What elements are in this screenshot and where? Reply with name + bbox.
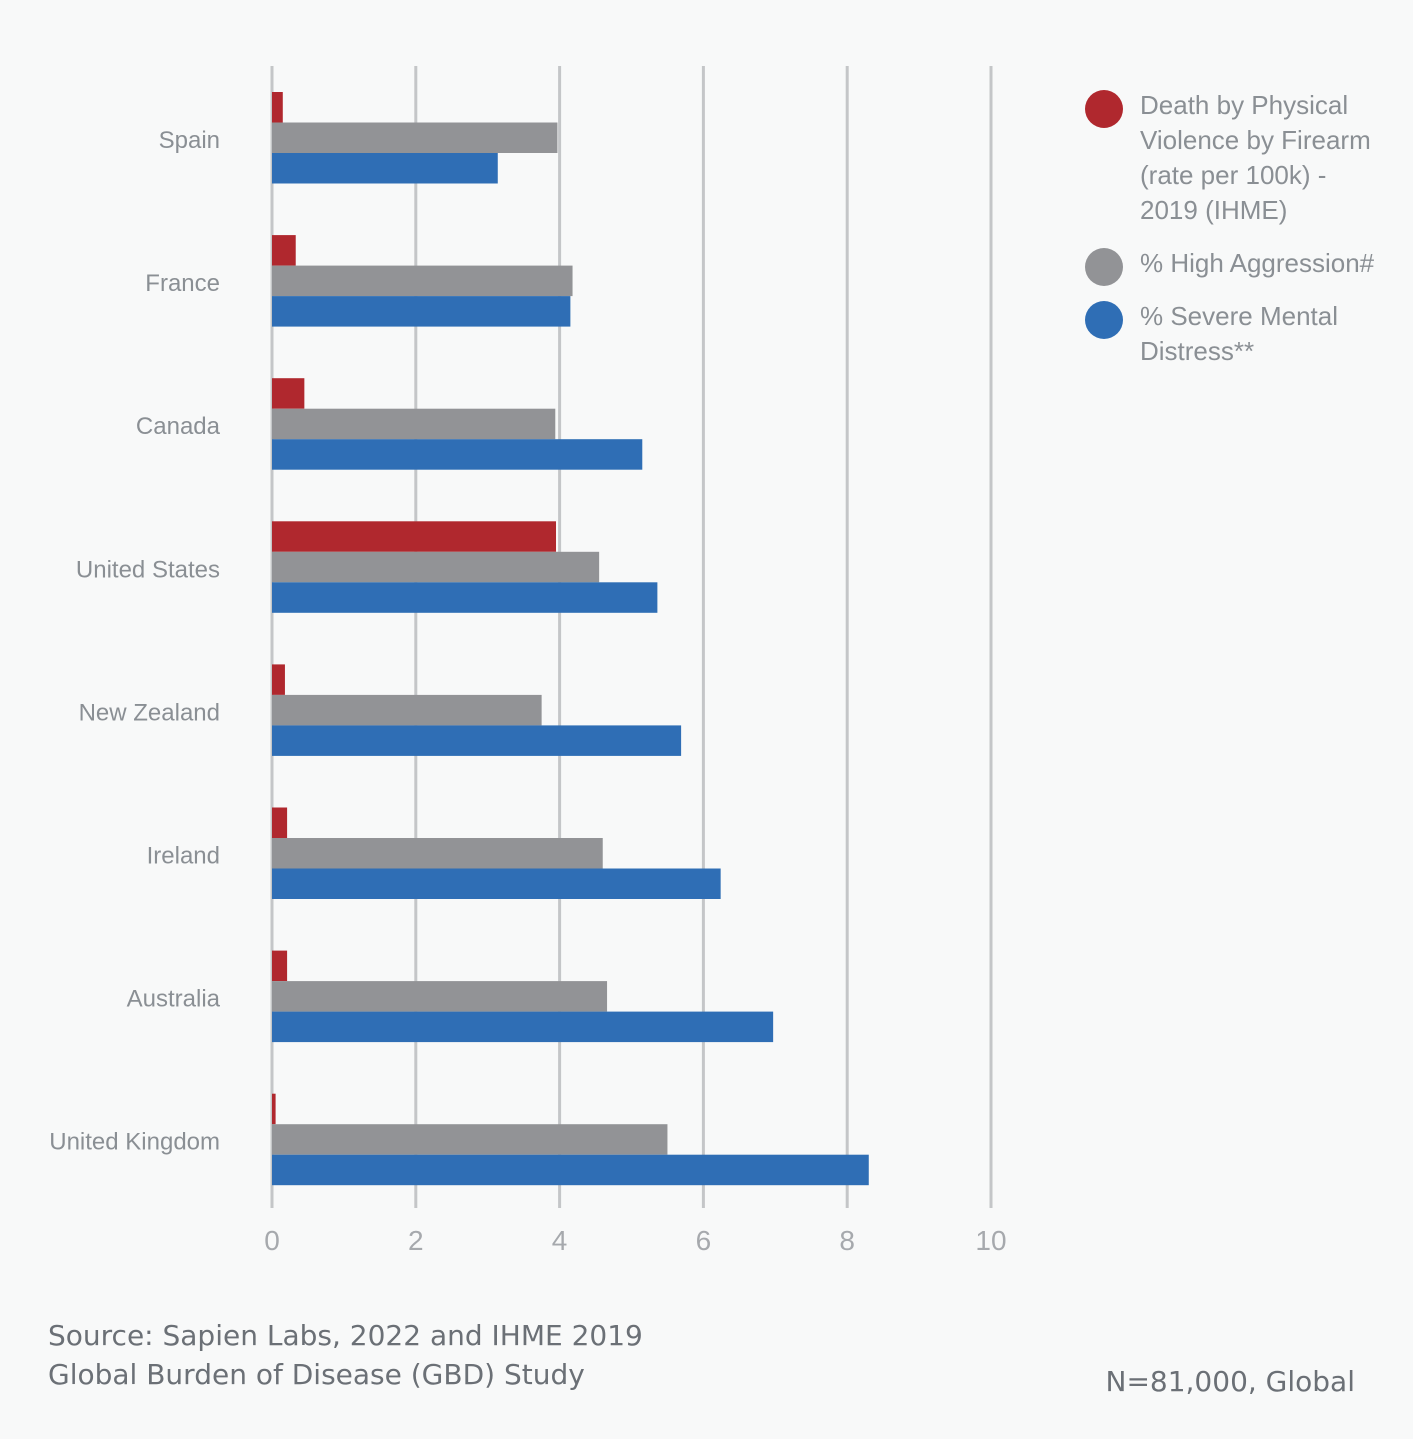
bar: [272, 235, 296, 266]
x-tick-label: 6: [696, 1225, 712, 1256]
bar: [272, 92, 283, 123]
legend-label: (rate per 100k) -: [1140, 160, 1327, 190]
category-label: United States: [76, 556, 220, 583]
legend-label: % Severe Mental: [1140, 301, 1338, 331]
bar: [272, 439, 643, 470]
bar: [272, 981, 608, 1012]
bar: [272, 868, 721, 899]
legend-label: 2019 (IHME): [1140, 195, 1288, 225]
legend-swatch: [1085, 248, 1123, 286]
bar: [272, 694, 542, 726]
bar: [272, 725, 682, 756]
x-tick-label: 2: [408, 1225, 424, 1256]
legend-label: Violence by Firearm: [1140, 125, 1371, 155]
sample-size-note: N=81,000, Global: [1105, 1365, 1356, 1398]
legend-swatch: [1085, 90, 1123, 128]
x-tick-label: 8: [839, 1225, 855, 1256]
bar: [272, 807, 288, 838]
category-label: Australia: [127, 986, 221, 1013]
bar: [272, 582, 658, 613]
x-tick-label: 0: [264, 1225, 280, 1256]
bar: [272, 378, 305, 409]
bar: [272, 1093, 276, 1125]
bar: [272, 1124, 668, 1155]
chart-legend: Death by Physical Violence by Firearm (rat…: [1085, 88, 1405, 387]
legend-item: % Severe Mental Distress**: [1085, 299, 1405, 369]
bar: [272, 408, 556, 440]
bar-chart: 0 2 4 6 8 10 Spain France Canada United States New…: [49, 66, 1007, 1256]
bar: [272, 664, 285, 695]
category-label: Ireland: [147, 843, 220, 870]
bar: [272, 265, 573, 297]
bar: [272, 1011, 774, 1043]
category-label: Spain: [159, 127, 220, 154]
bar: [272, 296, 571, 327]
source-line-2: Global Burden of Disease (GBD) Study: [48, 1358, 585, 1391]
legend-label: % High Aggression#: [1140, 248, 1375, 278]
legend-label: Death by Physical: [1140, 90, 1349, 120]
x-tick-label: 4: [552, 1225, 568, 1256]
bar: [272, 950, 288, 982]
bar: [272, 153, 498, 184]
category-label: United Kingdom: [49, 1129, 220, 1156]
x-tick-label: 10: [975, 1225, 1006, 1256]
category-label: New Zealand: [79, 699, 220, 726]
legend-swatch: [1085, 301, 1123, 339]
bar: [272, 521, 557, 552]
bar: [272, 551, 600, 583]
bar: [272, 122, 558, 153]
bar: [272, 838, 603, 869]
legend-item: Death by Physical Violence by Firearm (rat…: [1085, 88, 1405, 228]
legend-label: Distress**: [1140, 336, 1255, 366]
source-note: Source: Sapien Labs, 2022 and IHME 2019 …: [48, 1316, 748, 1394]
source-line-1: Source: Sapien Labs, 2022 and IHME 2019: [48, 1319, 643, 1352]
category-label: Canada: [136, 413, 221, 440]
legend-item: % High Aggression#: [1085, 246, 1405, 286]
category-label: France: [145, 270, 220, 297]
bar: [272, 1154, 869, 1186]
